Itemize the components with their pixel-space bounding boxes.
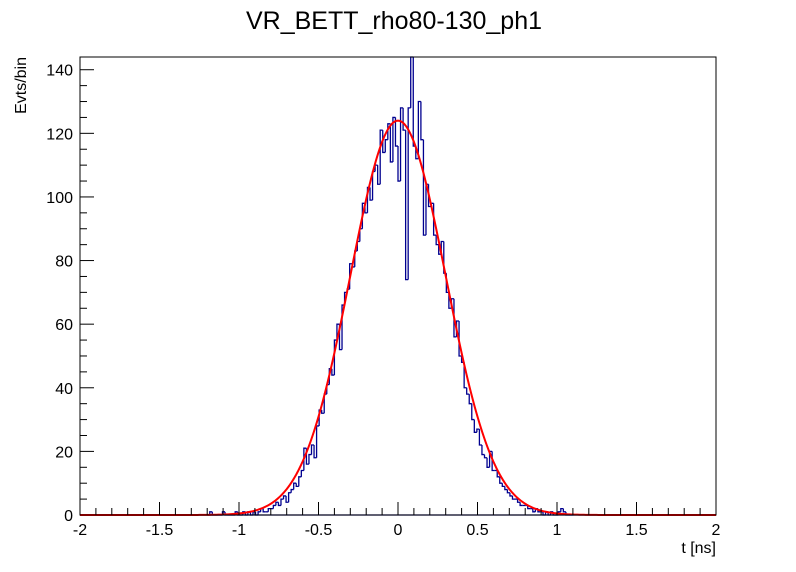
- histogram-bin: [486, 457, 490, 468]
- x-tick-label: 0: [394, 522, 403, 539]
- histogram-bin: [448, 292, 452, 309]
- histogram-bin: [392, 116, 396, 162]
- histogram-bin: [262, 508, 266, 513]
- x-tick-label: -1.5: [146, 522, 174, 539]
- chart-title: VR_BETT_rho80-130_ph1: [246, 7, 542, 35]
- histogram-bin: [496, 470, 500, 478]
- histogram-bin: [501, 483, 505, 488]
- histogram-bin: [527, 505, 531, 510]
- histogram-bin: [511, 495, 516, 500]
- histogram-layer: [80, 56, 716, 516]
- histogram-bin: [516, 499, 521, 503]
- histogram-bin: [298, 476, 302, 487]
- histogram-bin: [481, 445, 485, 456]
- histogram-bin: [310, 444, 315, 455]
- histogram-bin: [499, 476, 503, 484]
- histogram-bin: [407, 107, 411, 280]
- plot-frame: [79, 56, 717, 516]
- y-tick-label: 120: [46, 126, 73, 143]
- histogram-bin: [333, 339, 337, 376]
- histogram-bin: [275, 501, 279, 506]
- histogram-bin: [417, 100, 421, 159]
- histogram-bin: [389, 123, 393, 163]
- histogram-bin: [267, 507, 271, 512]
- histogram-bin: [315, 425, 320, 458]
- histogram-bin: [377, 165, 381, 185]
- y-tick-label: 80: [55, 254, 73, 271]
- histogram-bin: [412, 57, 416, 147]
- histogram-bin: [504, 486, 508, 491]
- x-tick-label: 1: [553, 522, 562, 539]
- histogram-bin: [285, 495, 289, 503]
- y-tick-label: 100: [46, 190, 73, 207]
- histogram-bin: [532, 508, 536, 513]
- histogram-bin: [468, 394, 472, 405]
- y-tick-label: 0: [64, 508, 73, 525]
- histogram-bin: [478, 429, 482, 446]
- histogram-bin: [463, 362, 467, 389]
- histogram-bin: [404, 130, 409, 281]
- histogram-bin: [506, 489, 510, 494]
- histogram-bin: [453, 298, 457, 338]
- histogram-bin: [290, 488, 294, 493]
- y-tick-label: 40: [55, 381, 73, 398]
- histogram-bin: [313, 445, 317, 459]
- histogram-bin: [321, 410, 325, 414]
- histogram-bin: [308, 453, 312, 465]
- histogram-bin: [458, 320, 462, 357]
- x-axis-label: t [ns]: [681, 540, 716, 557]
- histogram-bin: [336, 323, 340, 341]
- histogram-bin: [394, 117, 398, 147]
- y-axis-label: Evts/bin: [13, 57, 30, 114]
- histogram-bin: [300, 469, 304, 477]
- histogram-bin: [379, 129, 383, 185]
- histogram-bin: [562, 508, 566, 513]
- histogram-bin: [509, 492, 513, 497]
- histogram-bin: [293, 482, 297, 490]
- histogram-bin: [282, 495, 287, 500]
- x-tick-label: -2: [73, 522, 87, 539]
- histogram-bin: [272, 504, 276, 509]
- histogram-bin: [435, 235, 439, 246]
- histogram-bin: [476, 428, 480, 433]
- histogram-bin: [471, 403, 475, 421]
- histogram-bin: [331, 368, 335, 376]
- y-tick-label: 140: [46, 63, 73, 80]
- histogram-bin: [466, 387, 470, 395]
- histogram-bin: [397, 146, 401, 182]
- histogram-bin: [384, 139, 388, 153]
- histogram-bin: [483, 454, 488, 459]
- histogram-bin: [402, 107, 406, 131]
- histogram-bin: [382, 130, 386, 154]
- histogram-bin: [295, 483, 299, 488]
- x-tick-label: 2: [712, 522, 721, 539]
- histogram-bin: [473, 419, 477, 433]
- histogram-bin: [287, 492, 292, 503]
- histogram-bin: [303, 447, 307, 471]
- histogram-bin: [280, 498, 284, 506]
- y-tick-label: 20: [55, 444, 73, 461]
- y-tick-label: 60: [55, 317, 73, 334]
- x-tick-label: 0.5: [466, 522, 488, 539]
- histogram-bin: [277, 502, 281, 507]
- histogram-bin: [257, 511, 261, 515]
- histogram-bin: [560, 507, 564, 512]
- histogram-bin: [420, 101, 424, 141]
- histogram-bin: [369, 187, 373, 201]
- histogram-bin: [399, 107, 404, 182]
- histogram-bin: [519, 502, 523, 507]
- x-tick-label: -0.5: [305, 522, 333, 539]
- histogram-bin: [371, 170, 376, 201]
- x-tick-label: -1: [232, 522, 246, 539]
- histogram-bin: [387, 123, 391, 140]
- x-tick-label: 1.5: [625, 522, 647, 539]
